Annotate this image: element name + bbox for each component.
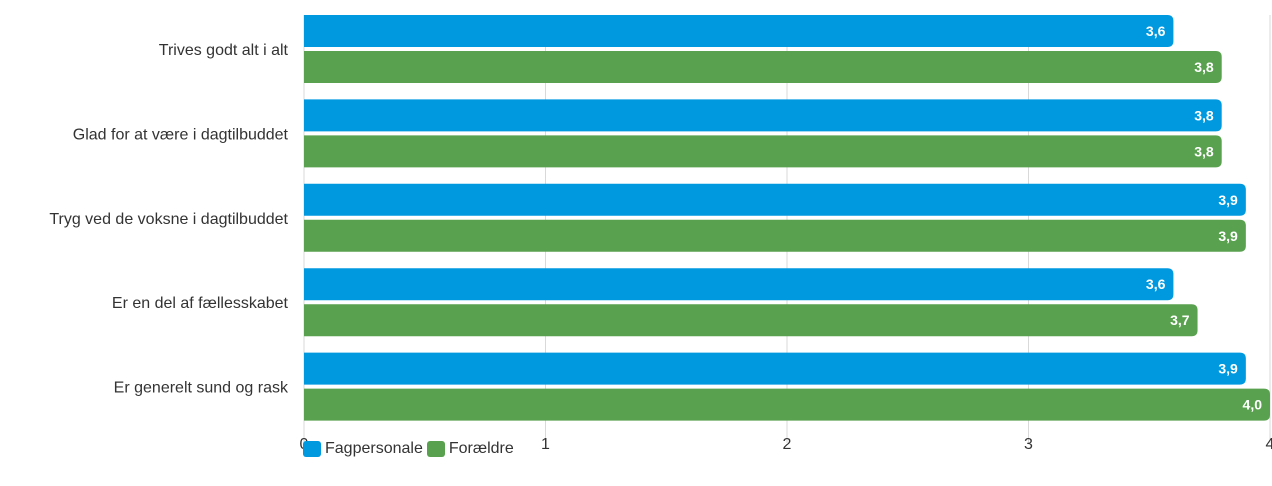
legend-swatch-fagpersonale bbox=[303, 441, 321, 457]
x-tick-label: 1 bbox=[541, 436, 550, 453]
bar-value-label: 3,8 bbox=[1194, 59, 1214, 75]
bars-group: 3,6 3,8 3,8 3,8 3,9 3,9 3,6 3,7 3,9 4,0 bbox=[304, 15, 1270, 421]
bar-fagpersonale[interactable] bbox=[304, 183, 1246, 216]
category-label: Glad for at være i dagtilbuddet bbox=[73, 126, 289, 143]
bar-value-label: 3,6 bbox=[1146, 23, 1166, 39]
bar-value-label: 3,9 bbox=[1218, 361, 1238, 377]
legend-swatch-foraeldre bbox=[426, 441, 445, 457]
bar-value-label: 3,9 bbox=[1218, 192, 1238, 208]
bar-value-label: 3,8 bbox=[1194, 143, 1214, 159]
category-label: Trives godt alt i alt bbox=[159, 42, 289, 59]
bar-fagpersonale[interactable] bbox=[304, 352, 1246, 385]
bar-fagpersonale[interactable] bbox=[304, 99, 1222, 132]
bar-foraeldre[interactable] bbox=[304, 51, 1222, 83]
legend-label-fagpersonale: Fagpersonale bbox=[325, 440, 423, 457]
bar-foraeldre[interactable] bbox=[304, 219, 1246, 252]
category-label: Tryg ved de voksne i dagtilbuddet bbox=[49, 211, 288, 228]
bar-value-label: 3,8 bbox=[1194, 107, 1214, 123]
bar-value-label: 3,6 bbox=[1146, 276, 1166, 292]
legend-label-foraeldre: Forældre bbox=[448, 440, 514, 457]
x-tick-label: 3 bbox=[1024, 436, 1033, 453]
bar-fagpersonale[interactable] bbox=[304, 15, 1174, 47]
bar-foraeldre[interactable] bbox=[304, 135, 1222, 168]
legend-item-foraeldre[interactable]: Forældre bbox=[426, 440, 514, 458]
bar-value-label: 3,9 bbox=[1218, 228, 1238, 244]
x-tick-label: 4 bbox=[1266, 436, 1272, 453]
legend-item-fagpersonale[interactable]: Fagpersonale bbox=[303, 440, 423, 458]
category-labels: Trives godt alt i alt Glad for at være i … bbox=[49, 42, 289, 397]
legend: Fagpersonale Forældre bbox=[303, 440, 518, 458]
bar-foraeldre[interactable] bbox=[304, 304, 1198, 337]
bar-value-label: 3,7 bbox=[1170, 312, 1190, 328]
category-label: Er generelt sund og rask bbox=[114, 380, 289, 397]
category-label: Er en del af fællesskabet bbox=[112, 295, 289, 312]
bar-value-label: 4,0 bbox=[1243, 397, 1263, 413]
bar-fagpersonale[interactable] bbox=[304, 268, 1174, 301]
bar-foraeldre[interactable] bbox=[304, 388, 1270, 421]
x-tick-label: 2 bbox=[783, 436, 792, 453]
